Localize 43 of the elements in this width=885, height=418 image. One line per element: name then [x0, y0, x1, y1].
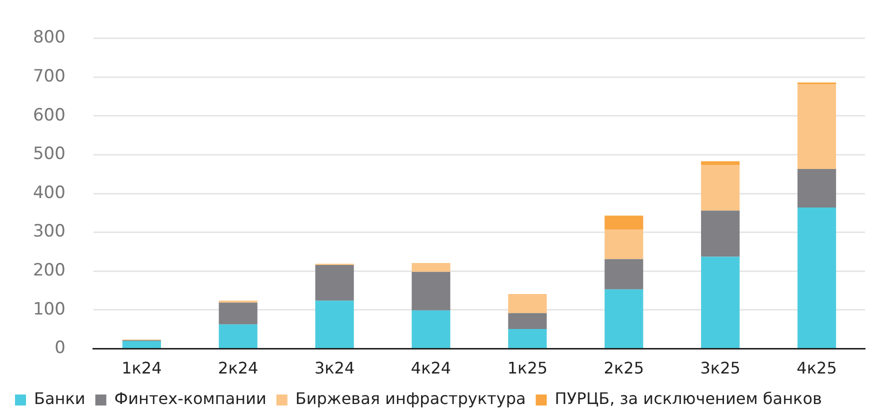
y-tick-label: 200	[32, 260, 66, 281]
legend-label: Банки	[34, 389, 86, 408]
bar	[315, 264, 354, 301]
bar	[604, 230, 644, 260]
legend-label: Финтех-компании	[114, 389, 266, 408]
bar	[508, 313, 547, 329]
y-tick-label: 0	[54, 338, 66, 358]
bar	[412, 262, 450, 272]
bar	[315, 300, 354, 348]
bar	[701, 256, 740, 348]
bar	[701, 210, 740, 257]
x-tick-label: 3к24	[314, 358, 355, 378]
legend-label: ПУРЦБ, за исключением банков	[554, 389, 822, 408]
bar	[604, 259, 644, 290]
x-tick-label: 3к25	[700, 358, 740, 378]
bar	[508, 294, 547, 314]
bar	[797, 207, 836, 348]
y-tick-label: 100	[32, 299, 66, 320]
bar	[508, 329, 547, 348]
bar	[412, 310, 450, 348]
bar	[412, 272, 450, 310]
bar	[797, 84, 836, 170]
bar	[218, 302, 258, 324]
legend-label: Биржевая инфраструктура	[295, 389, 526, 408]
x-tick-label: 1к25	[507, 358, 548, 378]
x-tick-label: 2к24	[218, 358, 258, 378]
y-tick-label: 600	[32, 105, 66, 126]
bar	[701, 161, 740, 166]
bar	[122, 341, 161, 348]
bar	[218, 324, 258, 348]
x-tick-label: 2к25	[604, 358, 644, 378]
y-tick-label: 400	[32, 182, 66, 203]
bar	[797, 169, 836, 208]
bar	[604, 216, 644, 230]
bar	[701, 165, 740, 211]
x-tick-label: 4к25	[796, 358, 837, 378]
y-tick-label: 800	[32, 28, 66, 48]
x-tick-label: 4к24	[410, 358, 452, 378]
y-tick-label: 500	[32, 144, 66, 164]
bar	[604, 289, 644, 348]
y-tick-label: 300	[32, 222, 66, 242]
y-tick-label: 700	[32, 66, 66, 86]
x-tick-label: 1к24	[122, 358, 162, 378]
